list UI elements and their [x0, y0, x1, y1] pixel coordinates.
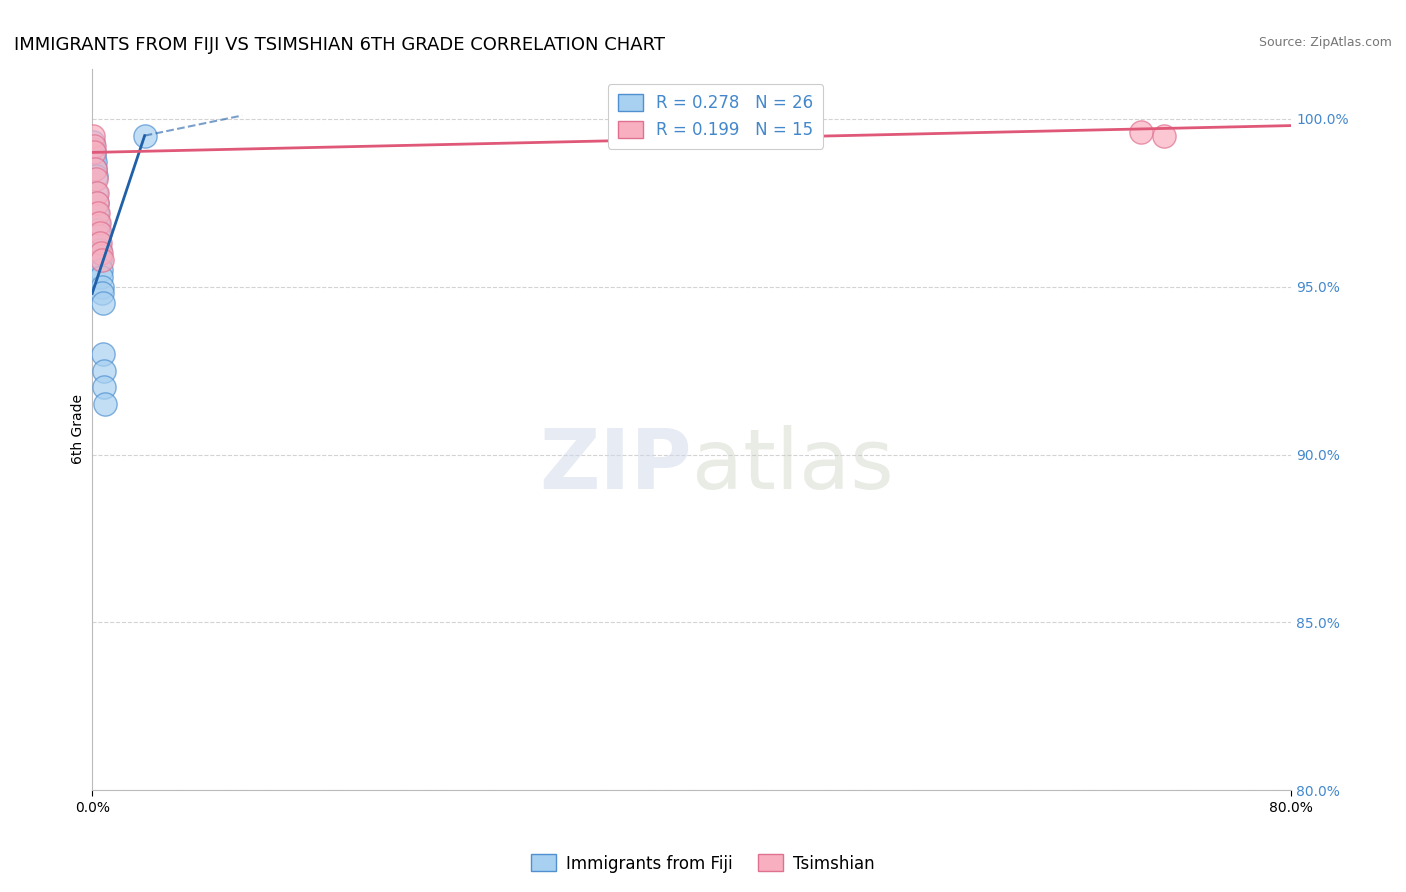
- Point: [86, 206, 108, 220]
- Legend: R = 0.278   N = 26, R = 0.199   N = 15: R = 0.278 N = 26, R = 0.199 N = 15: [607, 84, 824, 149]
- Point: [90, 246, 112, 260]
- Text: ZIP: ZIP: [540, 425, 692, 506]
- Point: [93, 380, 115, 394]
- Point: [82, 142, 104, 156]
- Text: Source: ZipAtlas.com: Source: ZipAtlas.com: [1258, 36, 1392, 49]
- Point: [89, 252, 111, 267]
- Point: [86, 186, 108, 200]
- Point: [90, 252, 112, 267]
- Point: [86, 195, 108, 210]
- Point: [84, 162, 107, 177]
- Point: [89, 235, 111, 250]
- Point: [83, 145, 105, 160]
- Point: [87, 229, 110, 244]
- Point: [83, 155, 105, 169]
- Point: [90, 269, 112, 284]
- Point: [90, 279, 112, 293]
- Point: [86, 195, 108, 210]
- Point: [87, 222, 110, 236]
- Point: [134, 128, 156, 143]
- Point: [91, 286, 114, 301]
- Text: atlas: atlas: [692, 425, 893, 506]
- Point: [93, 347, 115, 361]
- Point: [89, 243, 111, 257]
- Point: [84, 162, 107, 177]
- Point: [84, 169, 107, 183]
- Point: [1130, 125, 1153, 139]
- Point: [94, 397, 117, 411]
- Point: [82, 128, 104, 143]
- Point: [1153, 128, 1175, 143]
- Point: [83, 145, 105, 160]
- Point: [91, 296, 114, 310]
- Point: [89, 226, 111, 240]
- Point: [82, 136, 104, 150]
- Point: [90, 263, 112, 277]
- Point: [87, 216, 110, 230]
- Point: [93, 363, 115, 377]
- Text: IMMIGRANTS FROM FIJI VS TSIMSHIAN 6TH GRADE CORRELATION CHART: IMMIGRANTS FROM FIJI VS TSIMSHIAN 6TH GR…: [14, 36, 665, 54]
- Y-axis label: 6th Grade: 6th Grade: [72, 394, 86, 465]
- Point: [86, 186, 108, 200]
- Point: [83, 138, 105, 153]
- Point: [87, 216, 110, 230]
- Point: [83, 149, 105, 163]
- Point: [89, 235, 111, 250]
- Point: [84, 172, 107, 186]
- Legend: Immigrants from Fiji, Tsimshian: Immigrants from Fiji, Tsimshian: [524, 847, 882, 880]
- Point: [87, 206, 110, 220]
